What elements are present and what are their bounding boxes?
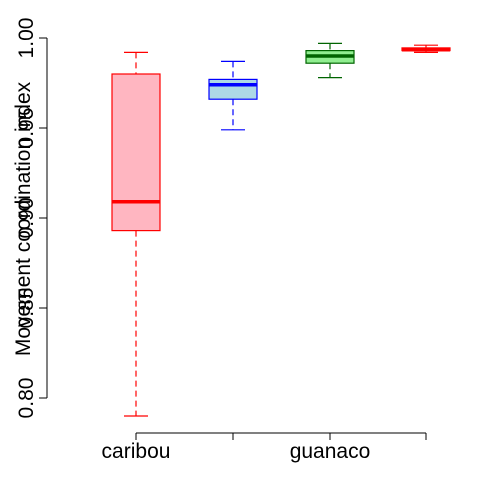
iqr-box <box>208 78 258 100</box>
box-group <box>111 51 161 417</box>
y-axis: 0.80 0.85 0.90 0.95 1.00 <box>15 18 48 419</box>
box-group <box>305 42 355 79</box>
iqr-box <box>111 73 161 232</box>
y-tick-label: 0.90 <box>15 198 38 239</box>
y-axis-title: Movement coordination index <box>12 81 35 356</box>
y-tick-label: 0.85 <box>15 288 38 329</box>
x-tick-label: caribou <box>102 440 171 463</box>
x-axis: caribou guanaco <box>102 432 427 463</box>
y-tick-label: 0.80 <box>15 378 38 419</box>
y-tick-label: 0.95 <box>15 108 38 149</box>
box-group <box>208 60 258 131</box>
x-tick-label: guanaco <box>290 440 371 463</box>
y-tick-label: 1.00 <box>15 18 38 59</box>
box-group <box>401 44 451 54</box>
boxes-layer <box>111 42 451 417</box>
